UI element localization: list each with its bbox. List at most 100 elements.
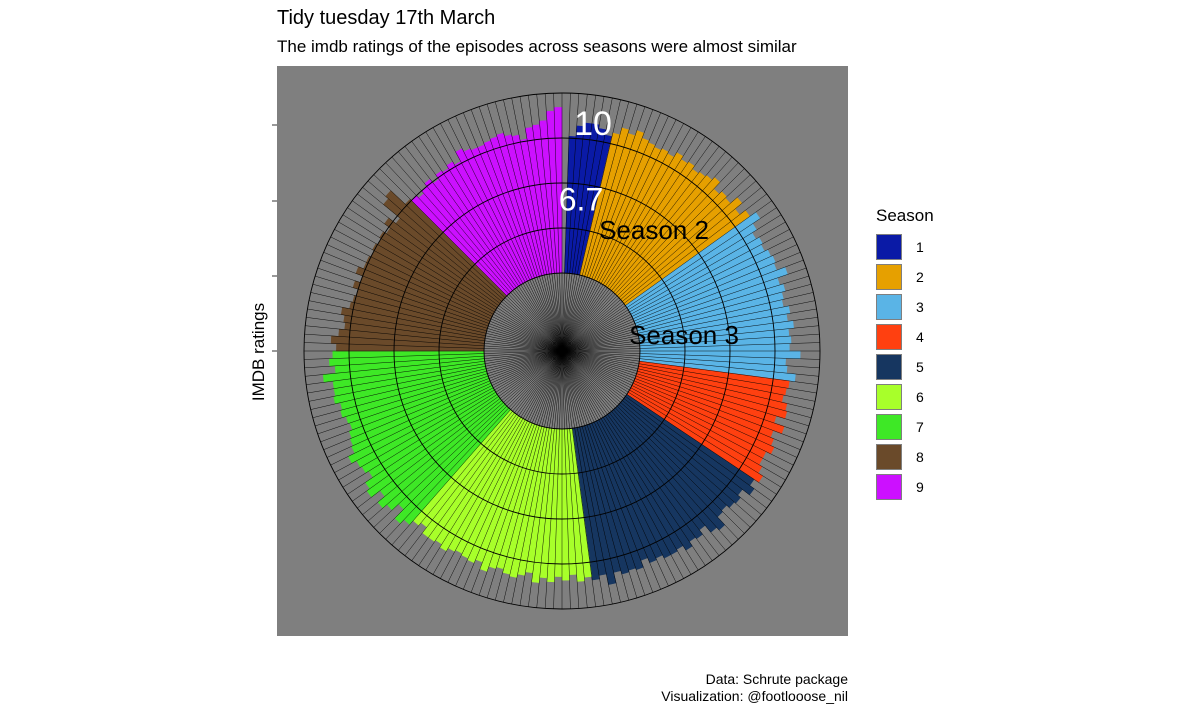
grid-spoke [495, 350, 563, 601]
grid-spoke [561, 127, 692, 352]
legend-item-season-3: 3 [876, 292, 934, 322]
grid-spoke [315, 275, 563, 352]
grid-spoke [307, 308, 563, 352]
grid-spoke [536, 94, 563, 352]
grid-spoke [561, 99, 621, 352]
legend-swatch [876, 384, 902, 410]
legend-label: 1 [916, 239, 924, 255]
grid-spoke [561, 350, 571, 609]
grid-spoke [511, 97, 563, 352]
grid-spoke [561, 207, 777, 352]
grid-spoke [561, 229, 790, 352]
grid-spoke [561, 174, 751, 352]
grid-spoke [561, 236, 794, 352]
grid-spoke [561, 350, 817, 394]
grid-spoke [561, 350, 739, 540]
grid-spoke [357, 193, 563, 352]
annotation-season-3: Season 3 [629, 320, 739, 350]
grid-spoke [561, 259, 804, 352]
grid-spoke [561, 141, 713, 352]
legend-label: 3 [916, 299, 924, 315]
grid-spoke [561, 350, 654, 593]
grid-spoke [561, 275, 809, 352]
grid-spoke [561, 350, 751, 528]
grid-spoke [561, 350, 661, 590]
grid-spoke [463, 112, 563, 352]
grid-spoke [352, 200, 563, 352]
legend-item-season-4: 4 [876, 322, 934, 352]
grid-spoke [561, 136, 706, 352]
grid-spoke [304, 350, 563, 360]
legend: Season 1 2 3 4 5 6 7 8 9 [876, 206, 934, 502]
chart-title: Tidy tuesday 17th March [277, 7, 496, 29]
grid-spoke [561, 350, 621, 603]
grid-spoke [306, 317, 563, 352]
grid-spoke [379, 168, 563, 352]
grid-spoke [317, 267, 563, 352]
grid-spoke [385, 162, 563, 352]
grid-spoke [561, 93, 580, 352]
grid-spoke [323, 252, 563, 352]
grid-spoke [561, 350, 613, 605]
grid-spoke [561, 112, 661, 352]
grid-spoke [470, 350, 563, 593]
grid-spoke [304, 333, 563, 352]
grid-spoke [391, 350, 563, 546]
grid-spoke [561, 146, 720, 352]
grid-spoke [478, 106, 563, 352]
grid-spoke [379, 350, 563, 534]
grid-spoke [432, 350, 563, 575]
legend-items: 1 2 3 4 5 6 7 8 9 [876, 232, 934, 502]
legend-label: 8 [916, 449, 924, 465]
grid-spoke [561, 252, 801, 352]
grid-spoke [561, 350, 816, 402]
grid-spoke [411, 141, 563, 352]
grid-spoke [561, 350, 812, 418]
grid-spoke [561, 350, 757, 522]
legend-swatch [876, 294, 902, 320]
grid-spoke [561, 292, 814, 352]
grid-spoke [326, 350, 563, 458]
grid-spoke [553, 93, 563, 352]
grid-spoke [561, 350, 605, 606]
grid-spoke [544, 350, 563, 609]
legend-swatch [876, 234, 902, 260]
grid-spoke [561, 101, 629, 352]
grid-spoke [362, 187, 563, 352]
legend-label: 9 [916, 479, 924, 495]
grid-spoke [561, 350, 677, 583]
grid-spoke [347, 207, 563, 352]
legend-item-season-1: 1 [876, 232, 934, 262]
grid-spoke [561, 109, 654, 352]
grid-spoke [330, 350, 563, 466]
legend-label: 5 [916, 359, 924, 375]
grid-spoke [561, 131, 699, 352]
grid-spoke [561, 350, 801, 450]
grid-spoke [561, 350, 786, 481]
grid-spoke [561, 350, 646, 596]
grid-spoke [561, 350, 819, 377]
grid-spoke [312, 350, 563, 418]
grid-spoke [561, 94, 588, 352]
grid-spoke [561, 162, 739, 352]
grid-spoke [304, 350, 563, 369]
grid-spoke [561, 267, 807, 352]
grid-spoke [495, 101, 563, 352]
grid-spoke [561, 214, 782, 352]
grid-spoke [519, 350, 563, 606]
grid-spoke [391, 156, 563, 352]
grid-spoke [404, 350, 563, 556]
grid-spoke [561, 115, 669, 352]
legend-label: 4 [916, 329, 924, 345]
grid-spoke [561, 308, 817, 352]
y-axis-ticks [272, 124, 277, 352]
grid-spoke [553, 350, 563, 609]
grid-spoke [470, 109, 563, 352]
legend-swatch [876, 474, 902, 500]
grid-spoke [561, 350, 629, 601]
grid-spoke [342, 214, 563, 352]
legend-label: 2 [916, 269, 924, 285]
grid-spoke [352, 350, 563, 502]
grid-spoke [561, 106, 646, 352]
grid-spoke [561, 350, 790, 473]
